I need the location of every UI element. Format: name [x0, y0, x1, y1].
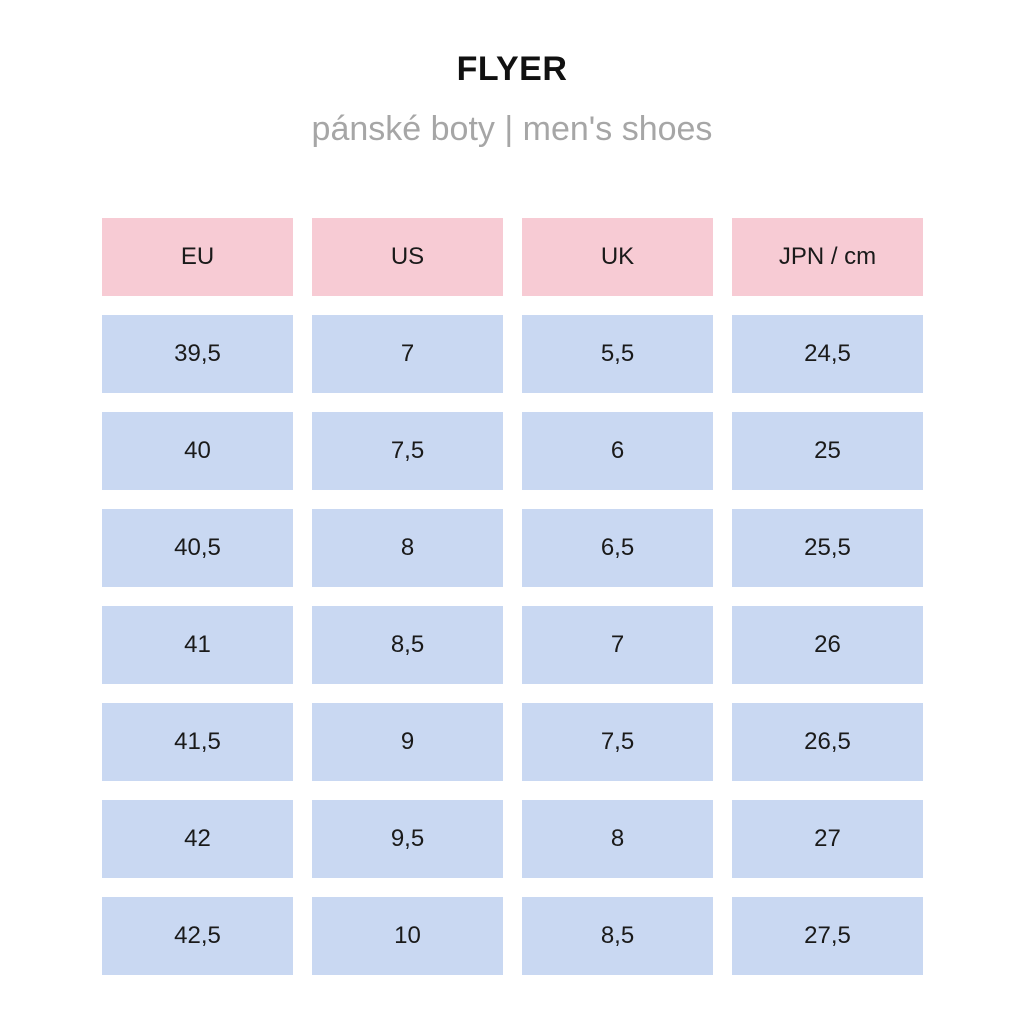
cell-jpn-cm: 27	[732, 800, 923, 878]
header-jpn-cm: JPN / cm	[732, 218, 923, 296]
cell-eu: 40	[102, 412, 293, 490]
cell-eu: 39,5	[102, 315, 293, 393]
header-eu: EU	[102, 218, 293, 296]
cell-uk: 8	[522, 800, 713, 878]
cell-uk: 8,5	[522, 897, 713, 975]
cell-us: 8,5	[312, 606, 503, 684]
cell-jpn-cm: 25	[732, 412, 923, 490]
cell-uk: 7,5	[522, 703, 713, 781]
cell-eu: 42	[102, 800, 293, 878]
cell-jpn-cm: 24,5	[732, 315, 923, 393]
header-us: US	[312, 218, 503, 296]
cell-eu: 41	[102, 606, 293, 684]
cell-us: 9	[312, 703, 503, 781]
header-uk: UK	[522, 218, 713, 296]
size-table: EU US UK JPN / cm 39,5 7 5,5 24,5 40 7,5…	[102, 218, 923, 975]
page-title: FLYER	[456, 50, 568, 88]
cell-eu: 41,5	[102, 703, 293, 781]
cell-us: 7,5	[312, 412, 503, 490]
cell-us: 7	[312, 315, 503, 393]
cell-jpn-cm: 26,5	[732, 703, 923, 781]
cell-uk: 5,5	[522, 315, 713, 393]
cell-us: 9,5	[312, 800, 503, 878]
cell-us: 10	[312, 897, 503, 975]
cell-uk: 7	[522, 606, 713, 684]
cell-eu: 40,5	[102, 509, 293, 587]
cell-uk: 6,5	[522, 509, 713, 587]
page-subtitle: pánské boty | men's shoes	[311, 110, 713, 148]
cell-us: 8	[312, 509, 503, 587]
cell-uk: 6	[522, 412, 713, 490]
cell-jpn-cm: 27,5	[732, 897, 923, 975]
cell-jpn-cm: 26	[732, 606, 923, 684]
cell-eu: 42,5	[102, 897, 293, 975]
cell-jpn-cm: 25,5	[732, 509, 923, 587]
